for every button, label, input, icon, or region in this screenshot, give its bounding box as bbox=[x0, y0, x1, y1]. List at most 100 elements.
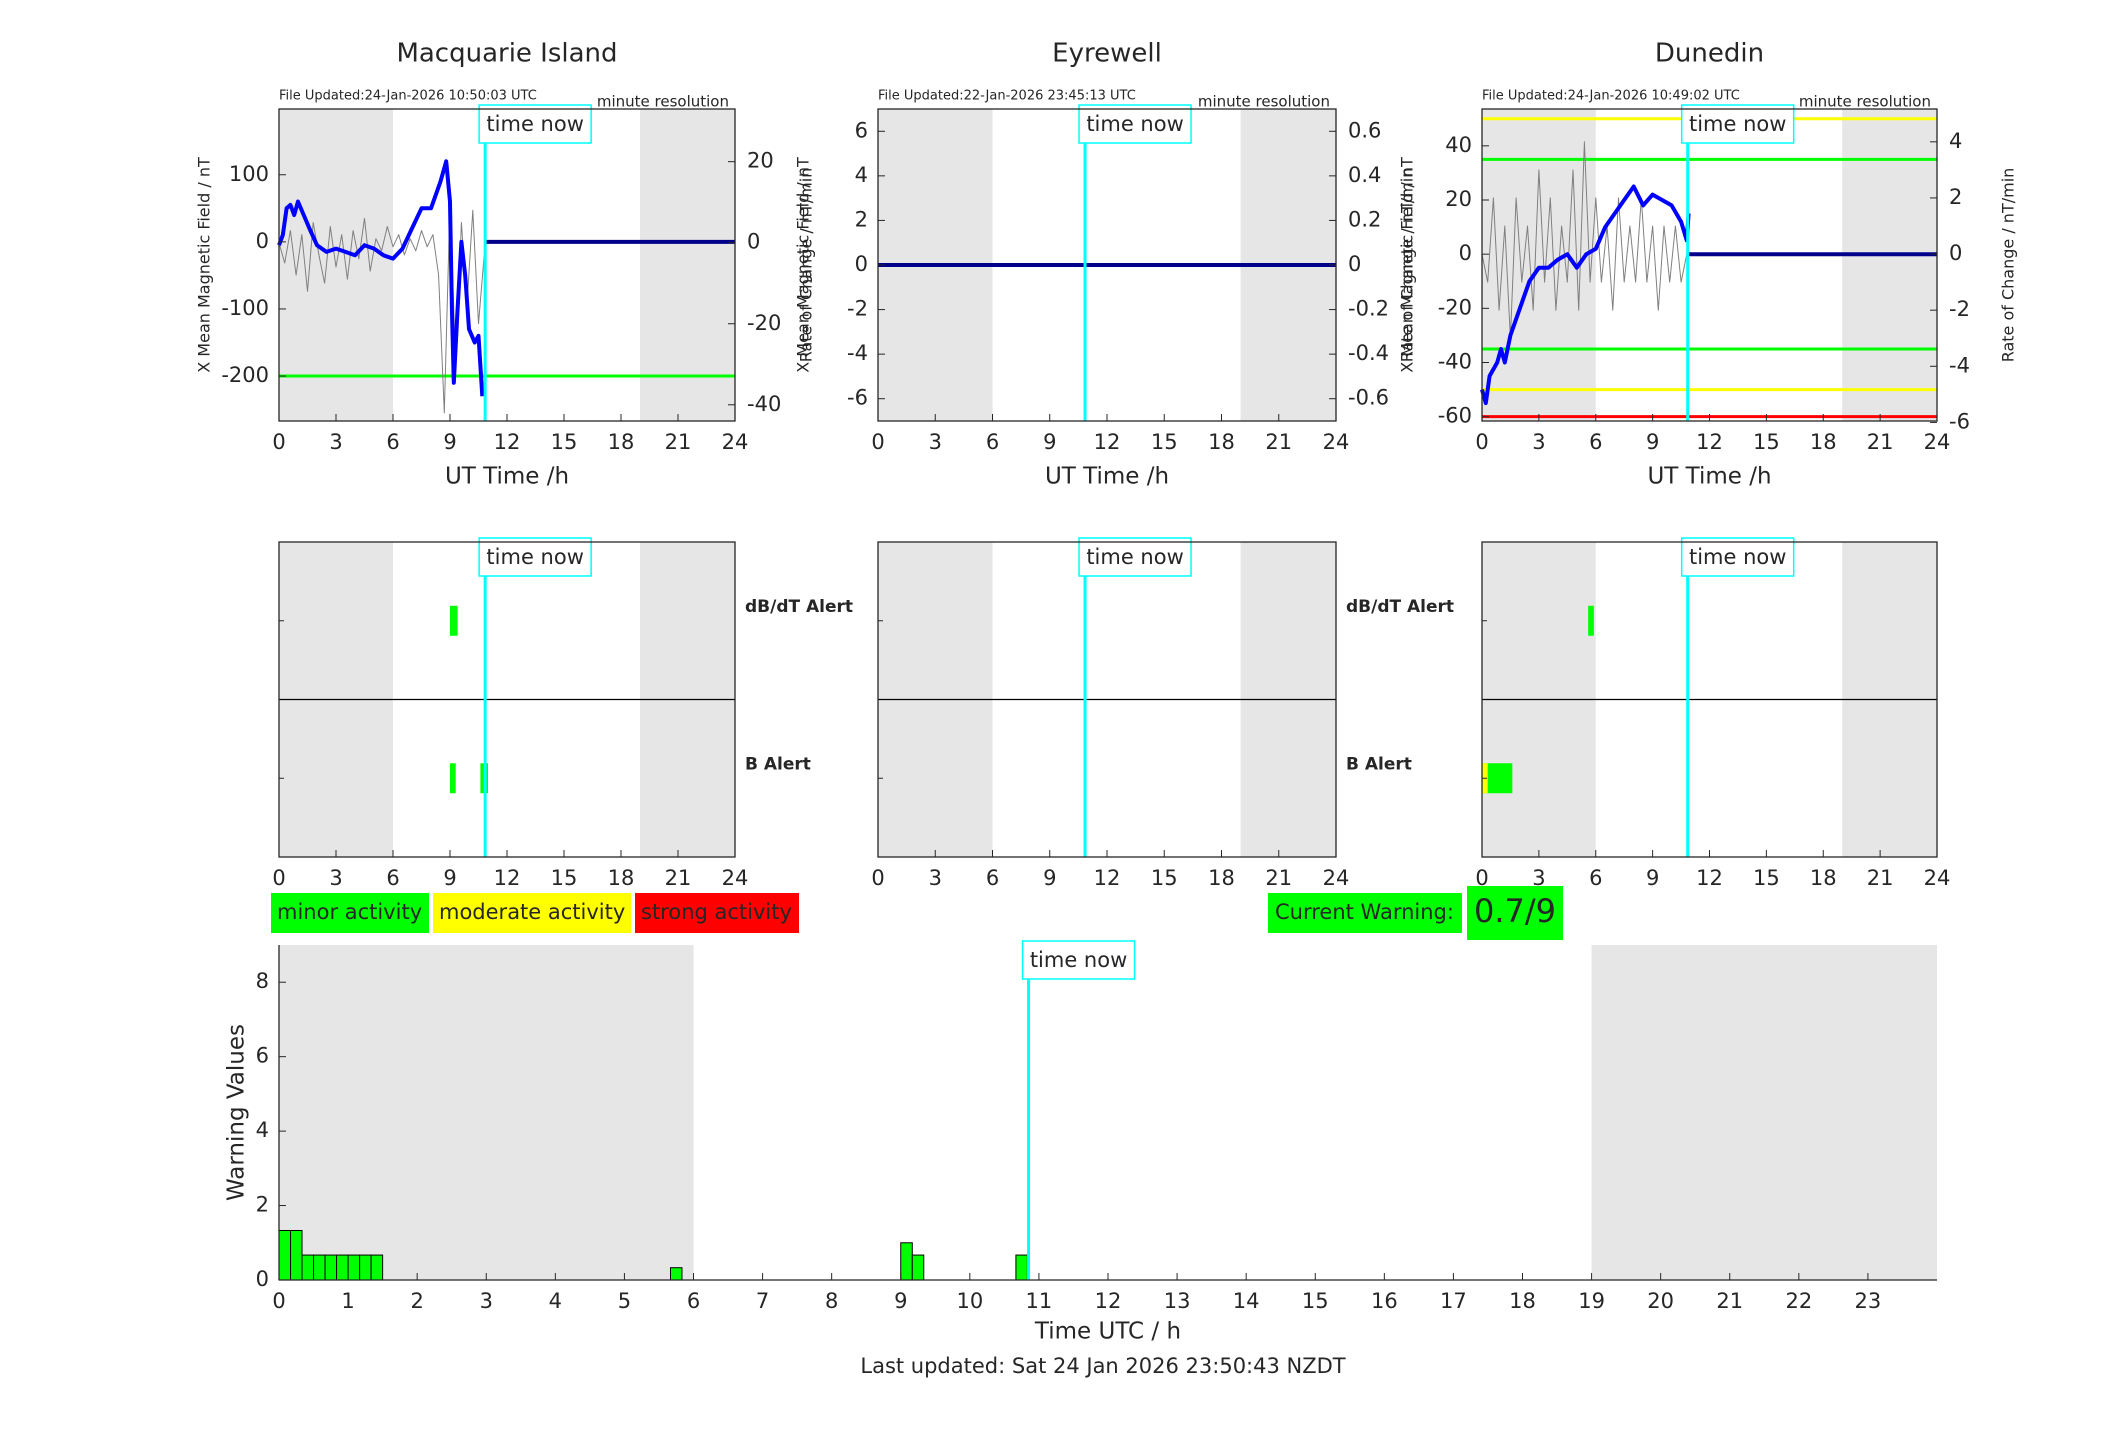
time-now-box bbox=[1078, 104, 1192, 144]
x-tick-label: 12 bbox=[1094, 430, 1121, 454]
x-tick-label: 6 bbox=[1589, 866, 1602, 890]
chart-title: Dunedin bbox=[1655, 39, 1764, 69]
x-tick-label: 5 bbox=[618, 1289, 631, 1313]
x-axis-label: UT Time /h bbox=[1045, 464, 1169, 490]
y-tick-label: 2 bbox=[256, 1193, 269, 1217]
x-tick-label: 6 bbox=[986, 430, 999, 454]
bar bbox=[301, 1254, 315, 1281]
x-tick-label: 0 bbox=[272, 866, 285, 890]
legend-swatch bbox=[635, 893, 799, 933]
x-tick-label: 3 bbox=[929, 866, 942, 890]
time-now-box bbox=[1021, 940, 1136, 980]
x-tick-label: 21 bbox=[1265, 866, 1292, 890]
bar bbox=[336, 1254, 349, 1281]
x-tick-label: 6 bbox=[386, 866, 399, 890]
y2-tick-label: -4 bbox=[1949, 353, 1970, 377]
y-axis-label: X Mean Magnetic Field / nT bbox=[195, 157, 214, 373]
chart-title: Macquarie Island bbox=[396, 39, 617, 69]
bar bbox=[290, 1229, 303, 1281]
y-tick-label: 20 bbox=[1445, 187, 1472, 211]
bar bbox=[1015, 1254, 1028, 1281]
x-tick-label: 15 bbox=[1151, 866, 1178, 890]
x-tick-label: 15 bbox=[1151, 430, 1178, 454]
current-warning-label: Current Warning: bbox=[1275, 900, 1454, 924]
y-tick-label: -40 bbox=[1438, 350, 1472, 374]
x-tick-label: 3 bbox=[329, 866, 342, 890]
y2-tick-label: -2 bbox=[1949, 297, 1970, 321]
x-tick-label: 9 bbox=[1043, 430, 1056, 454]
alert-row-label: B Alert bbox=[745, 754, 811, 774]
x-tick-label: 16 bbox=[1371, 1289, 1398, 1313]
x-tick-label: 2 bbox=[410, 1289, 423, 1313]
y2-axis-label: Rate of Change / nT/min bbox=[1398, 168, 1417, 363]
y2-tick-label: -40 bbox=[747, 392, 781, 416]
y2-tick-label: 0.2 bbox=[1348, 207, 1381, 231]
x-tick-label: 11 bbox=[1026, 1289, 1053, 1313]
bar bbox=[900, 1242, 913, 1281]
x-axis-label: Time UTC / h bbox=[1034, 1319, 1181, 1345]
night-shade bbox=[1842, 109, 1937, 421]
series-line bbox=[1480, 184, 1691, 406]
x-tick-label: 21 bbox=[1867, 866, 1894, 890]
x-tick-label: 6 bbox=[386, 430, 399, 454]
x-tick-label: 21 bbox=[1716, 1289, 1743, 1313]
x-tick-label: 1 bbox=[341, 1289, 354, 1313]
x-tick-label: 15 bbox=[1302, 1289, 1329, 1313]
x-tick-label: 24 bbox=[1924, 866, 1951, 890]
x-tick-label: 18 bbox=[1810, 430, 1837, 454]
time-now-label: time now bbox=[1086, 112, 1183, 136]
file-updated: File Updated:22-Jan-2026 23:45:13 UTC bbox=[878, 89, 1136, 104]
time-now-box bbox=[1680, 537, 1795, 577]
legend-label: moderate activity bbox=[439, 900, 625, 924]
file-updated: File Updated:24-Jan-2026 10:50:03 UTC bbox=[279, 89, 537, 104]
x-tick-label: 12 bbox=[1095, 1289, 1122, 1313]
y-tick-label: 0 bbox=[256, 229, 269, 253]
y-tick-label: 8 bbox=[256, 969, 269, 993]
x-tick-label: 3 bbox=[1532, 866, 1545, 890]
x-tick-label: 24 bbox=[1323, 866, 1350, 890]
y2-axis-label: Rate of Change / nT/min bbox=[797, 168, 816, 363]
alert-row-label: B Alert bbox=[1346, 754, 1412, 774]
y-tick-label: 4 bbox=[855, 163, 868, 187]
x-tick-label: 9 bbox=[1646, 866, 1659, 890]
y2-tick-label: -20 bbox=[747, 311, 781, 335]
y2-tick-label: -0.6 bbox=[1348, 386, 1389, 410]
x-tick-label: 6 bbox=[986, 866, 999, 890]
x-tick-label: 3 bbox=[1532, 430, 1545, 454]
x-axis-label: UT Time /h bbox=[445, 464, 569, 490]
time-now-label: time now bbox=[486, 112, 583, 136]
x-tick-label: 12 bbox=[1696, 430, 1723, 454]
x-tick-label: 22 bbox=[1785, 1289, 1812, 1313]
x-tick-label: 18 bbox=[1208, 430, 1235, 454]
time-now-label: time now bbox=[1086, 545, 1183, 569]
x-tick-label: 9 bbox=[1043, 866, 1056, 890]
x-tick-label: 7 bbox=[756, 1289, 769, 1313]
y-tick-label: -4 bbox=[847, 341, 868, 365]
y2-tick-label: 0 bbox=[1949, 241, 1962, 265]
file-updated: File Updated:24-Jan-2026 10:49:02 UTC bbox=[1482, 89, 1740, 104]
current-warning-value-box bbox=[1467, 886, 1563, 940]
footer: Last updated: Sat 24 Jan 2026 23:50:43 N… bbox=[860, 1354, 1345, 1378]
x-tick-label: 15 bbox=[1753, 866, 1780, 890]
y-tick-label: 2 bbox=[855, 207, 868, 231]
x-tick-label: 4 bbox=[549, 1289, 562, 1313]
x-tick-label: 24 bbox=[1323, 430, 1350, 454]
series-line bbox=[277, 159, 485, 397]
x-tick-label: 18 bbox=[608, 430, 635, 454]
y-axis-label: Warning Values bbox=[224, 1024, 250, 1201]
resolution: minute resolution bbox=[1198, 93, 1330, 111]
time-now-box bbox=[1680, 104, 1795, 144]
x-tick-label: 21 bbox=[665, 430, 692, 454]
x-tick-label: 12 bbox=[1094, 866, 1121, 890]
x-tick-label: 15 bbox=[551, 866, 578, 890]
legend-label: strong activity bbox=[641, 900, 792, 924]
series-line bbox=[1481, 141, 1688, 339]
y2-tick-label: 2 bbox=[1949, 185, 1962, 209]
x-tick-label: 9 bbox=[894, 1289, 907, 1313]
night-shade bbox=[279, 945, 694, 1280]
x-tick-label: 18 bbox=[608, 866, 635, 890]
bar bbox=[324, 1254, 338, 1281]
x-tick-label: 24 bbox=[722, 866, 749, 890]
x-tick-label: 0 bbox=[1475, 866, 1488, 890]
